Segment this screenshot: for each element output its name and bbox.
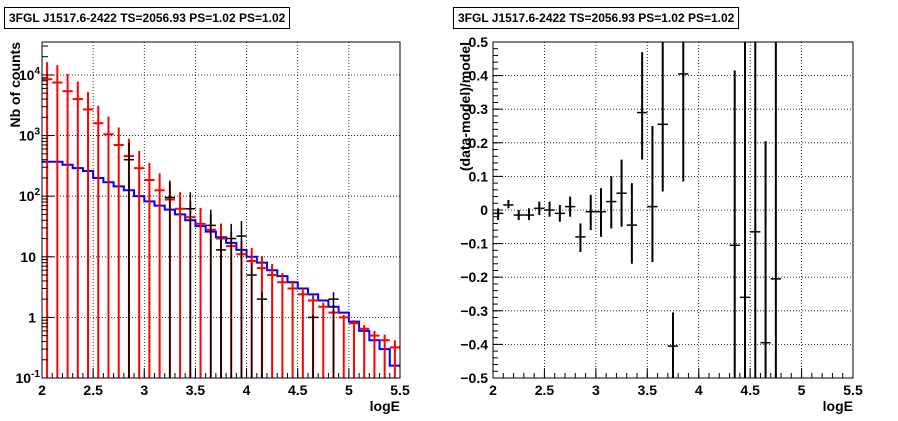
left-x-tick-label: 2 <box>38 382 46 398</box>
right-y-tick-label: −0.3 <box>460 303 488 319</box>
left-x-tick-label: 3.5 <box>186 382 206 398</box>
right-x-tick-label: 4 <box>695 382 703 398</box>
right-y-tick-label: −0.4 <box>460 336 488 352</box>
left-x-tick-label: 2.5 <box>83 382 103 398</box>
left-model-step-line <box>42 160 400 367</box>
right-x-tick-label: 5 <box>798 382 806 398</box>
left-y-tick-label: 104 <box>19 66 41 83</box>
right-y-tick-label: −0.1 <box>460 236 488 252</box>
right-y-tick-label: 0.2 <box>469 135 489 151</box>
left-y-tick-label: 102 <box>19 187 41 204</box>
right-y-tick-label: −0.5 <box>460 370 488 386</box>
right-x-axis-label: logE <box>823 398 853 414</box>
left-y-tick-label: 1 <box>28 309 36 325</box>
right-x-tick-label: 5.5 <box>843 382 863 398</box>
right-y-tick-label: −0.2 <box>460 269 488 285</box>
right-x-tick-label: 2 <box>489 382 497 398</box>
right-x-tick-label: 2.5 <box>535 382 555 398</box>
left-x-tick-label: 3 <box>140 382 148 398</box>
left-x-tick-label: 5 <box>345 382 353 398</box>
left-x-axis-label: logE <box>370 398 400 414</box>
left-y-axis-label: Nb of counts <box>7 42 23 128</box>
left-x-tick-label: 5.5 <box>390 382 410 398</box>
left-y-tick-label: 103 <box>19 127 41 144</box>
right-y-tick-label: 0 <box>480 202 488 218</box>
left-y-tick-label: 10 <box>20 249 36 265</box>
left-chart-title: 3FGL J1517.6-2422 TS=2056.93 PS=1.02 PS=… <box>4 7 291 29</box>
right-y-tick-label: 0.1 <box>469 168 489 184</box>
left-x-tick-label: 4 <box>243 382 251 398</box>
right-y-axis-label: (data-model)/model <box>457 42 473 171</box>
left-x-tick-label: 4.5 <box>288 382 308 398</box>
right-y-tick-label: 0.5 <box>469 34 489 50</box>
right-x-tick-label: 3 <box>592 382 600 398</box>
left-y-tick-label: 10-1 <box>16 369 41 386</box>
right-x-tick-label: 3.5 <box>638 382 658 398</box>
right-y-tick-label: 0.4 <box>469 68 489 84</box>
right-chart-title: 3FGL J1517.6-2422 TS=2056.93 PS=1.02 PS=… <box>453 7 740 29</box>
right-x-tick-label: 4.5 <box>740 382 760 398</box>
right-y-tick-label: 0.3 <box>469 101 489 117</box>
